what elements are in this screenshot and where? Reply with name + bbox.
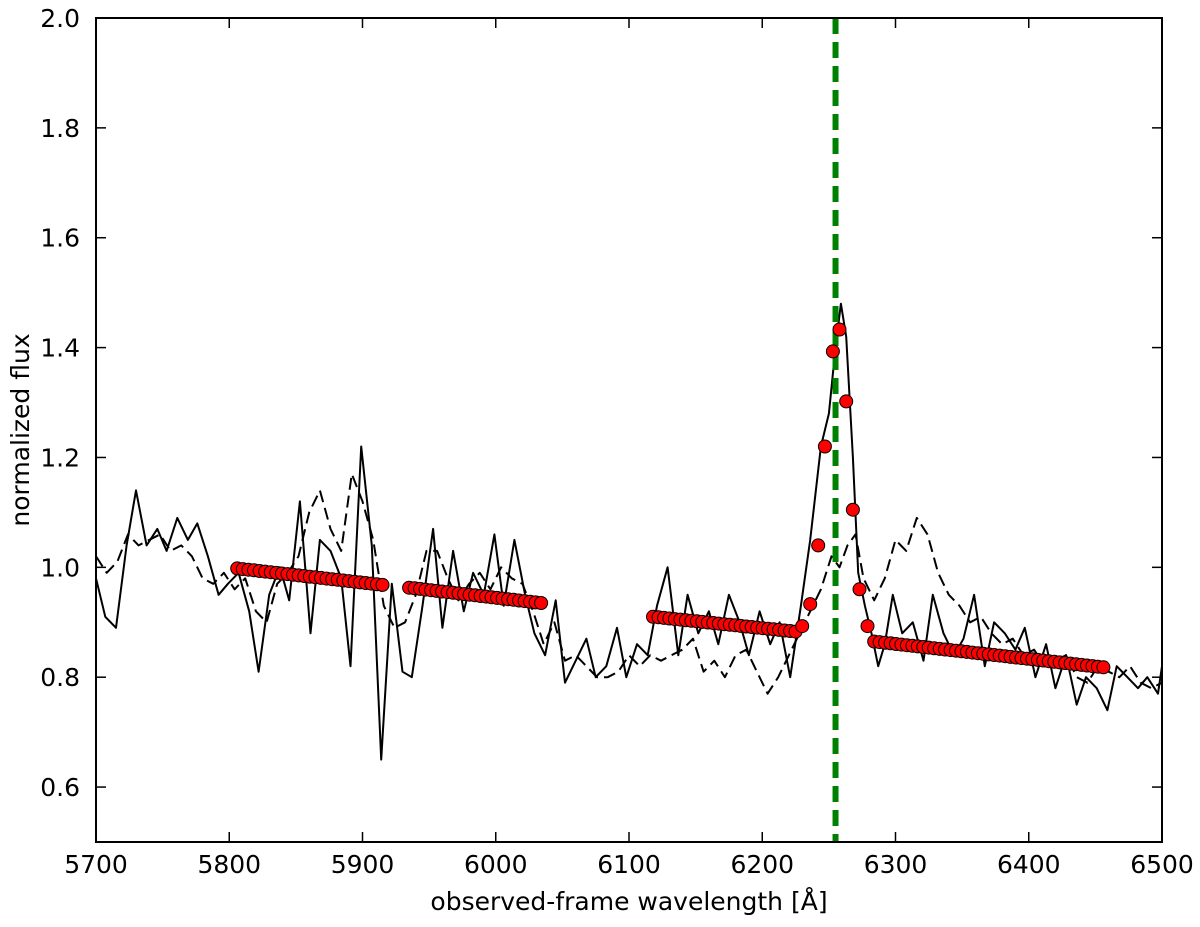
x-tick-label: 6400 [997,850,1061,879]
fit-point [375,577,390,592]
axis-ticks: 5700 5800 5900 6000 6100 6200 6300 6400 6500 0.6 0… [40,4,1194,879]
fit-point [1096,660,1111,675]
fit-point [845,502,860,517]
dashed-spectrum-line [96,472,1162,695]
plot-frame [95,17,1163,843]
solid-spectrum-line [96,302,1162,761]
x-tick-label: 5800 [197,850,261,879]
fit-point [839,394,854,409]
plot-content [96,18,1162,842]
y-tick-label: 1.4 [40,334,80,363]
y-tick-label: 1.8 [40,114,80,143]
fit-point [811,538,826,553]
x-tick-label: 6100 [597,850,661,879]
fit-point [860,619,875,634]
x-tick-label: 5900 [331,850,395,879]
y-tick-label: 1.0 [40,553,80,582]
fit-point [832,322,847,337]
x-tick-label: 6000 [464,850,528,879]
fit-point [795,619,810,634]
fit-point [825,344,840,359]
fit-point [852,582,867,597]
y-tick-label: 0.8 [40,663,80,692]
x-tick-label: 5700 [64,850,128,879]
x-tick-label: 6300 [864,850,928,879]
y-tick-label: 0.6 [40,773,80,802]
x-axis-title: observed-frame wavelength [Å] [430,887,827,916]
x-tick-label: 6200 [730,850,794,879]
fit-point [534,596,549,610]
x-tick-label: 6500 [1130,850,1194,879]
y-tick-label: 1.2 [40,443,80,472]
y-tick-label: 1.6 [40,224,80,253]
fit-point [817,439,832,454]
y-tick-label: 2.0 [40,4,80,33]
y-axis-title: normalized flux [6,333,35,526]
fit-point [803,597,818,612]
